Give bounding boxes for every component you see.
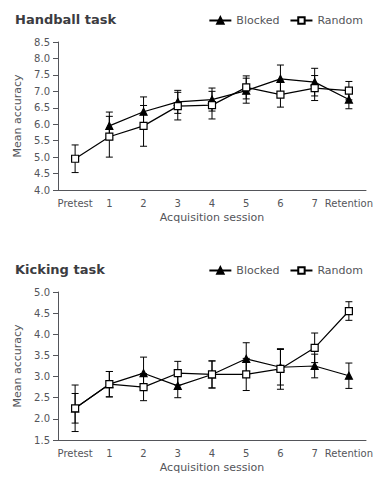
svg-text:Pretest: Pretest [58,198,93,209]
svg-text:4: 4 [209,198,215,209]
svg-text:Random: Random [317,264,363,277]
svg-text:Acquisition session: Acquisition session [160,461,264,474]
svg-text:Mean accuracy: Mean accuracy [11,324,24,408]
svg-text:2: 2 [140,198,146,209]
svg-text:Kicking task: Kicking task [15,262,105,277]
svg-text:Pretest: Pretest [58,448,93,459]
svg-text:6: 6 [277,198,283,209]
svg-text:Blocked: Blocked [236,264,279,277]
svg-text:8.0: 8.0 [34,53,50,64]
svg-text:7.5: 7.5 [34,69,50,80]
svg-text:3: 3 [175,198,181,209]
svg-text:4.5: 4.5 [34,308,50,319]
svg-text:3: 3 [175,448,181,459]
svg-text:5: 5 [243,448,249,459]
svg-text:5.5: 5.5 [34,135,50,146]
svg-text:Mean accuracy: Mean accuracy [11,74,24,158]
svg-text:2.0: 2.0 [34,413,50,424]
svg-text:5.0: 5.0 [34,287,50,298]
svg-text:3.0: 3.0 [34,371,50,382]
svg-text:6: 6 [277,448,283,459]
svg-text:1: 1 [106,448,112,459]
svg-text:7: 7 [311,448,317,459]
svg-text:4.0: 4.0 [34,329,50,340]
svg-text:2: 2 [140,448,146,459]
svg-text:Handball task: Handball task [15,12,116,27]
svg-text:3.5: 3.5 [34,350,50,361]
svg-text:4.0: 4.0 [34,185,50,196]
svg-text:8.5: 8.5 [34,37,50,48]
svg-text:2.5: 2.5 [34,392,50,403]
svg-text:Retention: Retention [325,198,373,209]
svg-text:Retention: Retention [325,448,373,459]
svg-text:5: 5 [243,198,249,209]
svg-text:Blocked: Blocked [236,14,279,27]
svg-text:6.5: 6.5 [34,102,50,113]
svg-text:Acquisition session: Acquisition session [160,211,264,224]
svg-text:7: 7 [311,198,317,209]
svg-text:5.0: 5.0 [34,152,50,163]
svg-text:1: 1 [106,198,112,209]
svg-text:1.5: 1.5 [34,435,50,446]
svg-text:6.0: 6.0 [34,119,50,130]
svg-text:Random: Random [317,14,363,27]
svg-text:7.0: 7.0 [34,86,50,97]
svg-text:4: 4 [209,448,215,459]
svg-text:4.5: 4.5 [34,168,50,179]
